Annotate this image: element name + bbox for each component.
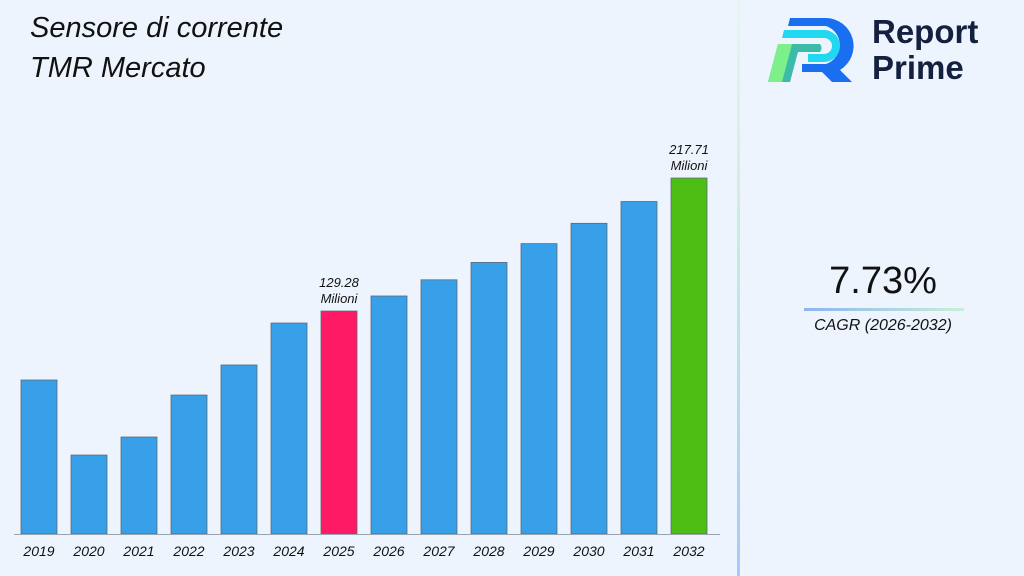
x-tick-label: 2021 [122,543,154,559]
chart-title: Sensore di corrente TMR Mercato [30,8,283,88]
x-tick-label: 2031 [622,543,654,559]
x-tick-label: 2032 [672,543,704,559]
bar-chart: 2019 2020 2021 2022 2023 2024 2025129.28Milion… [20,142,709,559]
bar-2026 [370,295,408,535]
cagr-value: 7.73% [829,260,937,302]
bar-2032 [670,177,708,535]
bar-2027 [420,279,458,535]
x-tick-label: 2019 [22,543,54,559]
brand-name: Report Prime [872,14,978,86]
bar-2029 [520,243,558,535]
x-tick-label: 2024 [272,543,304,559]
data-label: Milioni [321,291,359,306]
bar-2019 [20,379,58,535]
x-tick-label: 2027 [422,543,455,559]
data-label: 129.28 [319,275,360,290]
x-tick-label: 2029 [522,543,554,559]
x-tick-label: 2022 [172,543,204,559]
divider [737,0,740,576]
data-label: 217.71 [668,142,709,157]
x-tick-label: 2023 [222,543,254,559]
bar-2030 [570,222,608,535]
title-line-2: TMR Mercato [30,52,206,84]
cagr-underline [804,308,964,311]
bar-2025 [320,310,358,535]
bar-2020 [70,454,108,535]
bar-2028 [470,262,508,535]
bar-2024 [270,322,308,535]
title-line-1: Sensore di corrente [30,12,284,44]
x-tick-label: 2025 [322,543,354,559]
data-label: Milioni [671,158,709,173]
cagr-label: CAGR (2026-2032) [814,317,952,334]
bar-2031 [620,201,658,535]
report-prime-logo-icon [768,18,854,82]
brand-line-2: Prime [872,49,964,86]
x-tick-label: 2028 [472,543,504,559]
bar-2021 [120,436,158,535]
x-tick-label: 2026 [372,543,404,559]
x-tick-label: 2020 [72,543,104,559]
brand-line-1: Report [872,13,979,50]
x-axis-line [14,534,720,535]
bar-2022 [170,394,208,535]
bar-2023 [220,364,258,535]
x-tick-label: 2030 [572,543,604,559]
